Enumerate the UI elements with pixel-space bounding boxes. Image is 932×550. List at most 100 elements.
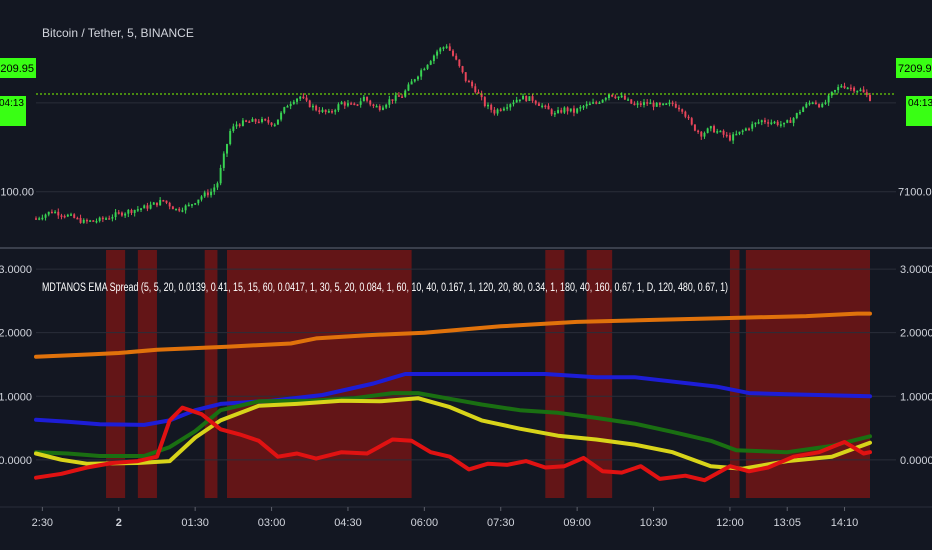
- candle: [620, 92, 623, 99]
- candle: [248, 120, 251, 123]
- candle: [630, 99, 633, 105]
- candle: [127, 209, 130, 218]
- candle: [238, 123, 241, 128]
- x-tick-label: 07:30: [487, 517, 515, 529]
- candle: [372, 103, 375, 109]
- candle: [286, 104, 289, 108]
- left-countdown-badge: [0, 96, 26, 126]
- candle: [143, 204, 146, 209]
- candle: [391, 99, 394, 104]
- candle: [254, 118, 257, 124]
- candle: [576, 107, 579, 114]
- x-tick-label: 13:05: [773, 517, 801, 529]
- candle: [633, 101, 636, 106]
- right-last-price-label: 7209.95: [898, 63, 932, 75]
- candle: [168, 201, 171, 210]
- candle: [203, 190, 206, 198]
- candle: [595, 100, 598, 105]
- x-tick-label: 01:30: [181, 517, 209, 529]
- candle: [245, 119, 248, 123]
- candle: [76, 216, 79, 220]
- candle: [159, 197, 162, 206]
- candle: [751, 121, 754, 132]
- candle: [518, 99, 521, 103]
- candle: [120, 211, 123, 217]
- candles: [35, 43, 871, 224]
- candle: [210, 188, 213, 198]
- shaded-region: [137, 250, 157, 498]
- candle: [566, 106, 569, 115]
- candle: [760, 119, 763, 126]
- price-pane[interactable]: Bitcoin / Tether, 5, BINANCE 7209.95 04:…: [0, 26, 932, 224]
- candle: [146, 202, 149, 212]
- candle: [748, 127, 751, 132]
- candle: [560, 107, 563, 114]
- candle: [315, 104, 318, 112]
- indicator-pane[interactable]: MDTANOS EMA Spread (5, 5, 20, 0.0139, 0.…: [0, 250, 932, 498]
- candle: [646, 99, 649, 106]
- candle: [181, 207, 184, 213]
- candle: [783, 122, 786, 128]
- candle: [744, 127, 747, 132]
- candle: [85, 218, 88, 224]
- x-tick-label: 04:30: [334, 517, 362, 529]
- candle: [197, 199, 200, 206]
- candle: [512, 99, 515, 107]
- y-tick-label: 1.0000: [0, 391, 32, 403]
- right-countdown-badge: [906, 96, 932, 126]
- candle: [124, 212, 127, 218]
- shaded-region: [204, 250, 218, 498]
- candle: [89, 219, 92, 222]
- candle: [859, 87, 862, 92]
- candle: [757, 119, 760, 125]
- candle: [73, 213, 76, 219]
- candle: [862, 86, 865, 93]
- candle: [381, 105, 384, 111]
- candle: [302, 93, 305, 100]
- candle: [827, 93, 830, 106]
- series-line-2: [34, 372, 872, 427]
- candle: [716, 128, 719, 134]
- candle: [623, 93, 626, 101]
- candle: [713, 124, 716, 133]
- candle: [770, 119, 773, 126]
- candle: [668, 99, 671, 107]
- candle: [340, 100, 343, 105]
- candle: [292, 99, 295, 105]
- candle: [636, 100, 639, 108]
- candle: [369, 99, 372, 107]
- candle: [722, 129, 725, 138]
- candle: [455, 53, 458, 61]
- x-tick-label: 12:00: [716, 517, 744, 529]
- candle: [350, 101, 353, 105]
- candle: [57, 208, 60, 219]
- candle: [35, 216, 37, 220]
- candle: [216, 181, 219, 190]
- candle: [439, 47, 442, 55]
- candle: [662, 103, 665, 106]
- indicator-series: [34, 311, 872, 483]
- candle: [70, 212, 73, 216]
- candle: [334, 108, 337, 115]
- candle: [639, 100, 642, 107]
- candle: [792, 117, 795, 127]
- candle: [171, 205, 174, 210]
- candle: [471, 80, 474, 89]
- candle: [267, 116, 270, 125]
- candle: [257, 119, 260, 124]
- candle: [175, 208, 178, 211]
- candle: [165, 200, 168, 205]
- candle: [321, 107, 324, 113]
- candle: [643, 98, 645, 108]
- candle: [496, 108, 499, 116]
- candle: [152, 201, 155, 205]
- candle: [735, 130, 738, 136]
- candle: [690, 116, 693, 126]
- candle: [276, 119, 279, 125]
- candle: [362, 94, 365, 102]
- series-line-5: [34, 405, 872, 483]
- candle: [54, 210, 57, 214]
- candle: [490, 103, 493, 113]
- time-axis[interactable]: 2:30 2 01:30 03:00 04:30 06:00 07:30 09:00 10:30…: [32, 507, 859, 529]
